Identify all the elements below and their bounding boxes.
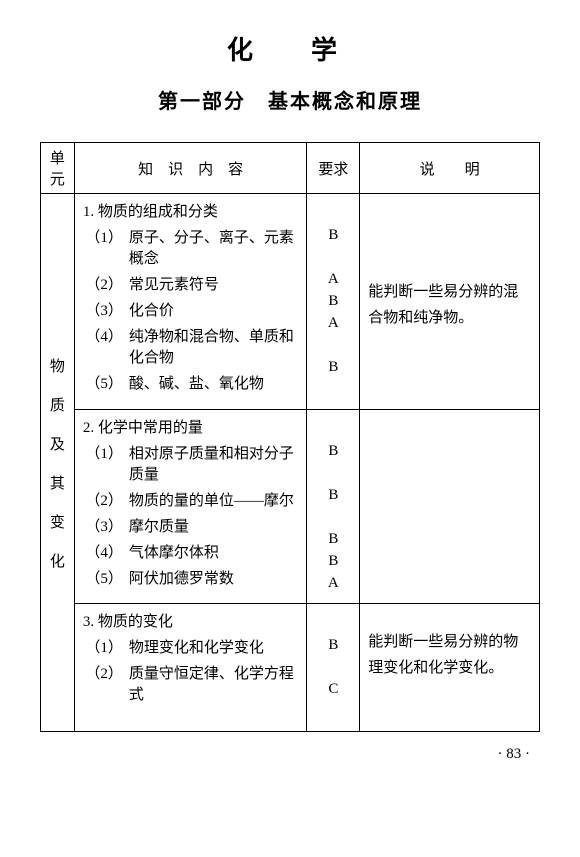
item-number: （5） — [83, 372, 129, 393]
table-row: 3. 物质的变化 （1） 物理变化和化学变化 （2） 质量守恒定律、化学方程式 … — [41, 604, 540, 732]
unit-cell: 物 质 及 其 变 化 — [41, 194, 75, 732]
item-number: （2） — [83, 489, 129, 510]
item-number: （2） — [83, 662, 129, 704]
item-text: 酸、碱、盐、氧化物 — [129, 372, 299, 393]
req-value: B — [315, 531, 351, 548]
content-item: （4） 气体摩尔体积 — [83, 541, 299, 562]
req-value: B — [315, 443, 351, 460]
item-number: （2） — [83, 273, 129, 294]
item-text: 原子、分子、离子、元素概念 — [129, 226, 299, 268]
req-value — [315, 337, 351, 354]
item-text: 相对原子质量和相对分子质量 — [129, 442, 299, 484]
item-text: 质量守恒定律、化学方程式 — [129, 662, 299, 704]
req-value — [315, 509, 351, 526]
req-value: B — [315, 359, 351, 376]
item-text: 常见元素符号 — [129, 273, 299, 294]
item-text: 化合价 — [129, 299, 299, 320]
requirement-cell: B C — [307, 604, 360, 732]
section-head: 1. 物质的组成和分类 — [83, 200, 299, 221]
section-head: 3. 物质的变化 — [83, 610, 299, 631]
req-value — [315, 615, 351, 632]
item-number: （4） — [83, 325, 129, 367]
req-value — [315, 703, 351, 720]
note-text: 能判断一些易分辨的混合物和纯净物。 — [368, 280, 531, 331]
req-value: A — [315, 271, 351, 288]
req-value — [315, 205, 351, 222]
item-number: （1） — [83, 442, 129, 484]
note-text: 能判断一些易分辨的物理变化和化学变化。 — [368, 630, 531, 681]
req-value: B — [315, 553, 351, 570]
content-table: 单元 知 识 内 容 要求 说 明 物 质 及 其 变 化 1. 物质的组成和分… — [40, 142, 540, 732]
req-value: B — [315, 637, 351, 654]
header-note: 说 明 — [360, 143, 540, 194]
item-number: （1） — [83, 226, 129, 268]
item-number: （1） — [83, 636, 129, 657]
req-value — [315, 465, 351, 482]
table-row: 2. 化学中常用的量 （1） 相对原子质量和相对分子质量 （2） 物质的量的单位… — [41, 410, 540, 604]
req-value: C — [315, 681, 351, 698]
note-cell — [360, 410, 540, 604]
header-content: 知 识 内 容 — [74, 143, 307, 194]
header-unit: 单元 — [41, 143, 75, 194]
table-row: 物 质 及 其 变 化 1. 物质的组成和分类 （1） 原子、分子、离子、元素概… — [41, 194, 540, 410]
content-item: （3） 化合价 — [83, 299, 299, 320]
note-cell: 能判断一些易分辨的混合物和纯净物。 — [360, 194, 540, 410]
req-value: B — [315, 293, 351, 310]
content-item: （2） 质量守恒定律、化学方程式 — [83, 662, 299, 704]
content-item: （2） 物质的量的单位——摩尔 — [83, 489, 299, 510]
item-text: 气体摩尔体积 — [129, 541, 299, 562]
item-number: （3） — [83, 515, 129, 536]
content-item: （4） 纯净物和混合物、单质和化合物 — [83, 325, 299, 367]
req-value: B — [315, 487, 351, 504]
content-item: （5） 阿伏加德罗常数 — [83, 567, 299, 588]
req-value: A — [315, 575, 351, 592]
content-cell: 3. 物质的变化 （1） 物理变化和化学变化 （2） 质量守恒定律、化学方程式 — [74, 604, 307, 732]
requirement-cell: B A B A B — [307, 194, 360, 410]
item-number: （3） — [83, 299, 129, 320]
item-text: 物质的量的单位——摩尔 — [129, 489, 299, 510]
item-number: （4） — [83, 541, 129, 562]
req-value — [315, 249, 351, 266]
content-item: （3） 摩尔质量 — [83, 515, 299, 536]
content-item: （5） 酸、碱、盐、氧化物 — [83, 372, 299, 393]
content-item: （1） 相对原子质量和相对分子质量 — [83, 442, 299, 484]
req-value: A — [315, 315, 351, 332]
req-value — [315, 659, 351, 676]
unit-char: 其 — [43, 472, 72, 493]
section-title: 第一部分 基本概念和原理 — [40, 85, 540, 114]
item-number: （5） — [83, 567, 129, 588]
item-text: 物理变化和化学变化 — [129, 636, 299, 657]
unit-char: 质 — [43, 394, 72, 415]
content-cell: 2. 化学中常用的量 （1） 相对原子质量和相对分子质量 （2） 物质的量的单位… — [74, 410, 307, 604]
unit-char: 及 — [43, 433, 72, 454]
header-requirement: 要求 — [307, 143, 360, 194]
note-cell: 能判断一些易分辨的物理变化和化学变化。 — [360, 604, 540, 732]
req-value — [315, 421, 351, 438]
unit-char: 化 — [43, 550, 72, 571]
content-item: （1） 物理变化和化学变化 — [83, 636, 299, 657]
content-cell: 1. 物质的组成和分类 （1） 原子、分子、离子、元素概念 （2） 常见元素符号… — [74, 194, 307, 410]
item-text: 纯净物和混合物、单质和化合物 — [129, 325, 299, 367]
table-header-row: 单元 知 识 内 容 要求 说 明 — [41, 143, 540, 194]
item-text: 阿伏加德罗常数 — [129, 567, 299, 588]
unit-char: 变 — [43, 511, 72, 532]
req-value: B — [315, 227, 351, 244]
section-head: 2. 化学中常用的量 — [83, 416, 299, 437]
page-title: 化 学 — [40, 30, 540, 67]
content-item: （2） 常见元素符号 — [83, 273, 299, 294]
content-item: （1） 原子、分子、离子、元素概念 — [83, 226, 299, 268]
item-text: 摩尔质量 — [129, 515, 299, 536]
unit-char: 物 — [43, 355, 72, 376]
requirement-cell: B B B B A — [307, 410, 360, 604]
req-value — [315, 381, 351, 398]
page-number: · 83 · — [40, 746, 540, 763]
